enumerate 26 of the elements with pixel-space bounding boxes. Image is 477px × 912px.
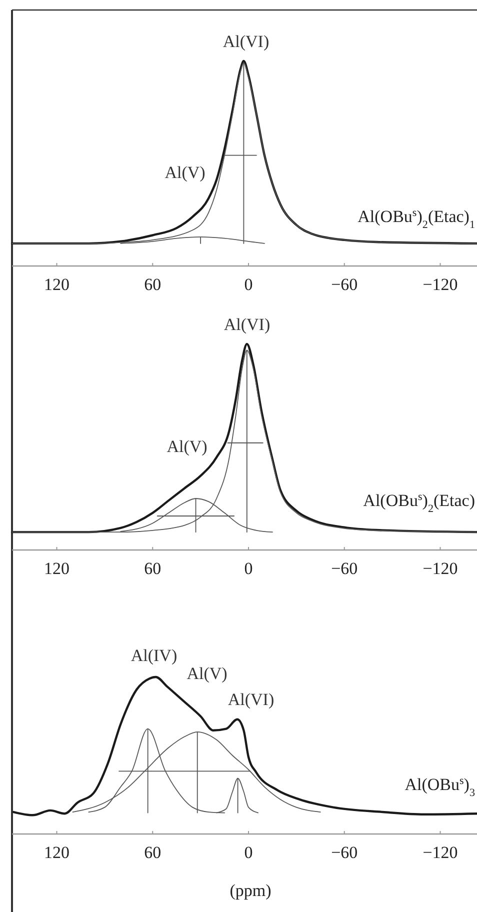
x-tick-label: 60 <box>144 559 162 578</box>
x-axis-title: (ppm) <box>230 881 272 900</box>
x-tick-label: 120 <box>44 559 70 578</box>
x-tick-label: 60 <box>144 843 162 862</box>
x-tick-label: −60 <box>331 843 358 862</box>
x-tick-label: 0 <box>244 843 253 862</box>
x-tick-label: 0 <box>244 275 253 294</box>
text: Al(IV) <box>130 646 178 665</box>
annotation: Al(V) <box>186 664 228 683</box>
text: Al(VI) <box>224 314 270 334</box>
annotation: Al(V) <box>164 162 206 182</box>
x-tick-label: −120 <box>422 275 458 294</box>
x-tick-label: 120 <box>44 843 70 862</box>
x-tick-label: −60 <box>331 559 358 578</box>
x-tick-label: −120 <box>422 559 458 578</box>
annotation: Al(V) <box>166 436 208 456</box>
x-tick-label: 0 <box>244 559 253 578</box>
annotation: Al(OBu$^{s}$)$_{2}$(Etac)$_{1}$ <box>358 206 475 231</box>
x-tick-label: 60 <box>144 275 162 294</box>
text: Al(VI) <box>222 32 270 51</box>
annotation: Al(OBu$^{s}$)$_{2}$(Etac) <box>363 490 475 515</box>
x-tick-label: 120 <box>44 275 70 294</box>
annotation: Al(OBu$^{s}$)$_{3}$ <box>404 774 476 799</box>
x-tick-label: −60 <box>331 275 358 294</box>
annotation: Al(VI) <box>228 690 274 709</box>
x-tick-label: −120 <box>422 843 458 862</box>
